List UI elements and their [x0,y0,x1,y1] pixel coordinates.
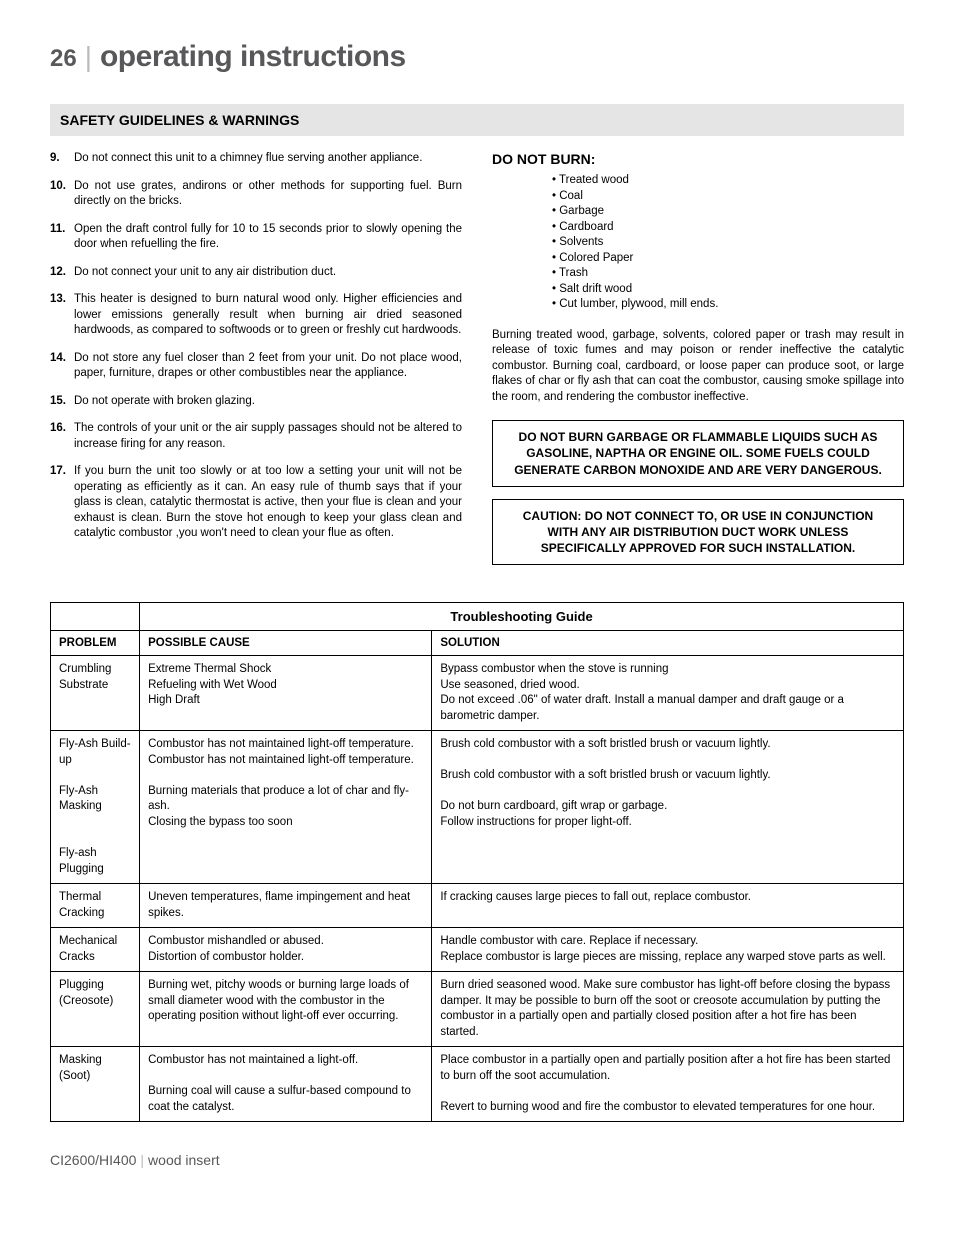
table-cell: Combustor has not maintained a light-off… [140,1047,432,1122]
guideline-text: Do not store any fuel closer than 2 feet… [74,351,462,382]
do-not-burn-item: Solvents [552,235,904,251]
footer-product: wood insert [148,1152,220,1168]
do-not-burn-item: Trash [552,266,904,282]
table-cell: Burn dried seasoned wood. Make sure comb… [432,972,904,1047]
table-cell: Uneven temperatures, flame impingement a… [140,884,432,928]
guideline-number: 13. [50,292,74,339]
table-header: PROBLEM [51,631,140,656]
table-cell: Handle combustor with care. Replace if n… [432,928,904,972]
guidelines-list: 9.Do not connect this unit to a chimney … [50,151,462,542]
guideline-text: Do not use grates, andirons or other met… [74,179,462,210]
content-columns: 9.Do not connect this unit to a chimney … [50,151,904,577]
footer-model: CI2600/HI400 [50,1152,136,1168]
guideline-number: 9. [50,151,74,167]
page-title: operating instructions [100,40,406,74]
table-cell: Brush cold combustor with a soft bristle… [432,731,904,884]
guideline-text: This heater is designed to burn natural … [74,292,462,339]
warning-box-2: CAUTION: DO NOT CONNECT TO, OR USE IN CO… [492,499,904,566]
guideline-number: 16. [50,421,74,452]
table-cell: Plugging (Creosote) [51,972,140,1047]
left-column: 9.Do not connect this unit to a chimney … [50,151,462,577]
table-row: Fly-Ash Build-up Fly-Ash Masking Fly-ash… [51,731,904,884]
burn-paragraph: Burning treated wood, garbage, solvents,… [492,328,904,406]
table-header: SOLUTION [432,631,904,656]
do-not-burn-item: Garbage [552,204,904,220]
table-cell: Mechanical Cracks [51,928,140,972]
guideline-item: 9.Do not connect this unit to a chimney … [50,151,462,167]
table-cell: Extreme Thermal Shock Refueling with Wet… [140,656,432,731]
table-title: Troubleshooting Guide [140,603,904,631]
guideline-text: Do not connect your unit to any air dist… [74,265,336,281]
table-cell: If cracking causes large pieces to fall … [432,884,904,928]
guideline-item: 13.This heater is designed to burn natur… [50,292,462,339]
guideline-item: 15.Do not operate with broken glazing. [50,394,462,410]
guideline-text: Do not operate with broken glazing. [74,394,255,410]
page-header: 26 | operating instructions [50,40,904,74]
guideline-number: 10. [50,179,74,210]
table-row: Crumbling SubstrateExtreme Thermal Shock… [51,656,904,731]
do-not-burn-item: Coal [552,189,904,205]
guideline-text: The controls of your unit or the air sup… [74,421,462,452]
right-column: DO NOT BURN: Treated woodCoalGarbageCard… [492,151,904,577]
table-cell: Burning wet, pitchy woods or burning lar… [140,972,432,1047]
guideline-number: 15. [50,394,74,410]
guideline-number: 12. [50,265,74,281]
table-row: Masking (Soot)Combustor has not maintain… [51,1047,904,1122]
do-not-burn-item: Cardboard [552,220,904,236]
guideline-text: If you burn the unit too slowly or at to… [74,464,462,542]
table-cell: Place combustor in a partially open and … [432,1047,904,1122]
guideline-item: 14.Do not store any fuel closer than 2 f… [50,351,462,382]
table-row: Mechanical CracksCombustor mishandled or… [51,928,904,972]
table-cell: Combustor has not maintained light-off t… [140,731,432,884]
warning-box-1: DO NOT BURN GARBAGE OR FLAMMABLE LIQUIDS… [492,420,904,487]
header-divider: | [85,41,92,73]
table-row: Thermal CrackingUneven temperatures, fla… [51,884,904,928]
guideline-item: 16.The controls of your unit or the air … [50,421,462,452]
guideline-text: Do not connect this unit to a chimney fl… [74,151,422,167]
table-cell: Thermal Cracking [51,884,140,928]
table-row: Plugging (Creosote)Burning wet, pitchy w… [51,972,904,1047]
do-not-burn-item: Treated wood [552,173,904,189]
guideline-number: 14. [50,351,74,382]
do-not-burn-list: Treated woodCoalGarbageCardboardSolvents… [492,173,904,313]
guideline-item: 11.Open the draft control fully for 10 t… [50,222,462,253]
troubleshooting-table: Troubleshooting Guide PROBLEMPOSSIBLE CA… [50,602,904,1122]
guideline-item: 17.If you burn the unit too slowly or at… [50,464,462,542]
table-cell: Bypass combustor when the stove is runni… [432,656,904,731]
guideline-item: 10.Do not use grates, andirons or other … [50,179,462,210]
do-not-burn-heading: DO NOT BURN: [492,151,904,167]
table-cell: Fly-Ash Build-up Fly-Ash Masking Fly-ash… [51,731,140,884]
do-not-burn-item: Cut lumber, plywood, mill ends. [552,297,904,313]
table-cell: Masking (Soot) [51,1047,140,1122]
page-footer: CI2600/HI400|wood insert [50,1152,904,1168]
guideline-item: 12.Do not connect your unit to any air d… [50,265,462,281]
guideline-number: 11. [50,222,74,253]
table-corner [51,603,140,631]
do-not-burn-item: Colored Paper [552,251,904,267]
table-cell: Combustor mishandled or abused. Distorti… [140,928,432,972]
table-header: POSSIBLE CAUSE [140,631,432,656]
safety-banner: SAFETY GUIDELINES & WARNINGS [50,104,904,136]
guideline-text: Open the draft control fully for 10 to 1… [74,222,462,253]
table-cell: Crumbling Substrate [51,656,140,731]
page-number: 26 [50,45,77,73]
guideline-number: 17. [50,464,74,542]
do-not-burn-item: Salt drift wood [552,282,904,298]
